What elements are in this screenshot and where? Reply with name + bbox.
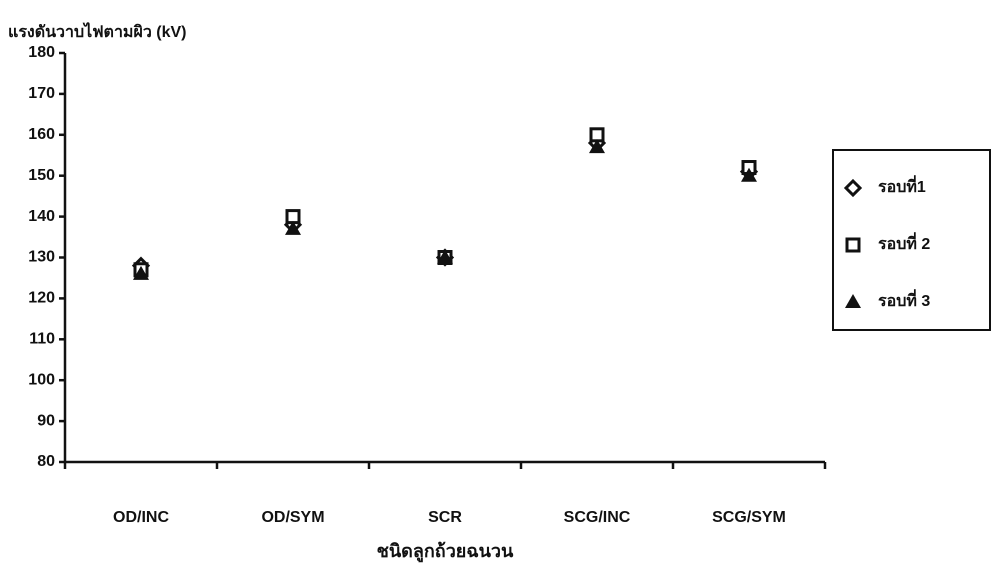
x-tick-label: SCG/SYM — [712, 509, 786, 526]
y-tick-label: 130 — [28, 249, 55, 266]
y-tick-label: 90 — [37, 412, 55, 429]
legend-label: รอบที่ 2 — [878, 232, 930, 253]
marker-square — [287, 211, 299, 223]
y-tick-label: 170 — [28, 85, 55, 102]
x-tick-label: OD/SYM — [261, 509, 324, 526]
x-axis-title: ชนิดลูกถ้วยฉนวน — [377, 541, 514, 563]
y-tick-label: 160 — [28, 126, 55, 143]
y-axis-title: แรงดันวาบไฟตามผิว (kV) — [8, 22, 187, 41]
y-tick-label: 110 — [29, 331, 55, 348]
y-tick-label: 100 — [28, 371, 55, 388]
marker-diamond — [846, 181, 860, 195]
legend-label: รอบที่1 — [878, 175, 926, 196]
marker-triangle — [845, 294, 861, 308]
legend-label: รอบที่ 3 — [878, 289, 930, 310]
x-tick-label: OD/INC — [113, 509, 169, 526]
chart: แรงดันวาบไฟตามผิว (kV) ชนิดลูกถ้วยฉนวน 8… — [0, 0, 995, 566]
x-tick-label: SCR — [428, 509, 462, 526]
y-tick-label: 80 — [37, 453, 55, 470]
y-tick-label: 120 — [28, 290, 55, 307]
x-tick-label: SCG/INC — [564, 509, 631, 526]
marker-square — [591, 129, 603, 141]
y-tick-label: 180 — [28, 44, 55, 61]
y-tick-label: 150 — [28, 167, 55, 184]
marker-square — [847, 239, 859, 251]
y-tick-label: 140 — [28, 208, 55, 225]
